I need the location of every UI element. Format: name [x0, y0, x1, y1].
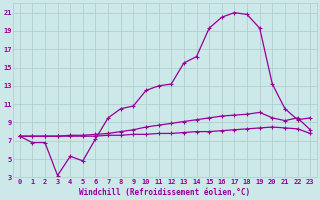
X-axis label: Windchill (Refroidissement éolien,°C): Windchill (Refroidissement éolien,°C)	[79, 188, 251, 197]
